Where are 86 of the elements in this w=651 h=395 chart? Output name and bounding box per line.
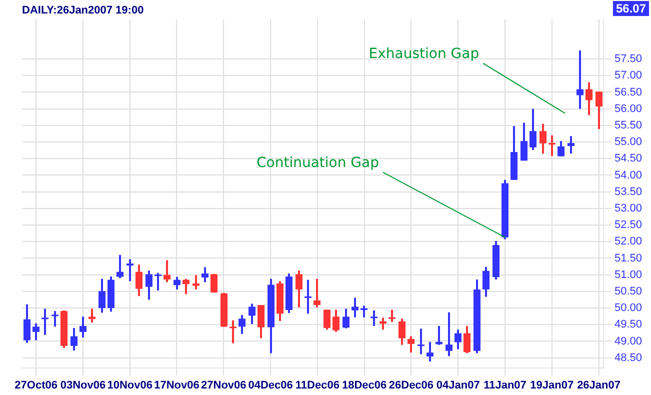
y-tick-label: 54.50 <box>614 152 642 165</box>
text: 56.07 <box>616 1 646 16</box>
candlestick <box>230 319 236 344</box>
candlestick <box>568 135 574 155</box>
candlestick <box>296 270 302 308</box>
candlestick <box>80 316 86 339</box>
y-tick-label: 51.50 <box>614 252 642 264</box>
y-tick-label: 51.00 <box>614 268 642 281</box>
candlestick <box>32 322 40 342</box>
y-tick-label: 52.50 <box>614 219 642 232</box>
annotation: Continuation Gap <box>256 154 380 171</box>
candlestick <box>520 122 528 162</box>
x-tick-label: 04Dec06 <box>248 379 293 392</box>
y-tick-label: 55.00 <box>614 136 642 148</box>
y-tick-label: 54.00 <box>614 169 642 182</box>
x-tick-label: 03Nov06 <box>60 379 106 392</box>
candlestick <box>540 122 546 155</box>
candlestick <box>258 304 264 340</box>
candlestick <box>324 308 330 331</box>
candlestick <box>360 304 368 318</box>
candlestick <box>52 310 58 328</box>
y-tick-label: 55.50 <box>614 119 642 132</box>
y-tick-label: 50.50 <box>614 285 642 298</box>
candlestick <box>370 309 378 327</box>
candlestick <box>210 272 218 294</box>
x-tick-label: 26Jan07 <box>577 379 621 392</box>
candlestick <box>530 108 536 152</box>
candlestick <box>70 326 78 352</box>
x-tick-label: 10Nov06 <box>107 379 152 392</box>
candlestick <box>146 270 152 301</box>
candlestick <box>304 278 312 315</box>
x-tick-label: 18Dec06 <box>342 379 387 392</box>
y-tick-label: 50.00 <box>614 302 642 314</box>
candlestick <box>408 335 414 354</box>
y-tick-label: 53.50 <box>614 186 642 198</box>
candlestick <box>42 308 48 336</box>
candlestick <box>426 340 434 362</box>
x-tick-label: 27Oct06 <box>14 379 58 392</box>
y-tick-label: 56.00 <box>614 102 642 115</box>
candlestick <box>24 303 30 344</box>
candlestick <box>454 328 462 350</box>
candlestick <box>446 311 452 358</box>
x-tick-label: 19Jan07 <box>530 379 574 392</box>
candlestick <box>154 272 162 292</box>
candlestick <box>126 258 134 282</box>
x-tick-label: 11Jan07 <box>484 379 526 392</box>
candlestick <box>164 259 170 284</box>
x-tick-label: 11Dec06 <box>295 379 340 392</box>
x-tick-label: 04Jan07 <box>436 379 480 392</box>
x-tick-label: 17Nov06 <box>154 379 200 392</box>
candlestick <box>136 264 142 298</box>
y-tick-label: 48.50 <box>614 352 642 364</box>
candlestick <box>314 278 320 308</box>
candlestick <box>238 314 246 335</box>
candlestick <box>88 308 96 324</box>
x-tick-label: 27Nov06 <box>201 379 246 392</box>
candlestick <box>596 90 602 130</box>
candlestick <box>248 302 256 325</box>
candlestick <box>398 318 406 346</box>
candlestick <box>98 278 106 314</box>
y-tick-label: 52.00 <box>614 236 642 248</box>
candlestick <box>342 308 350 330</box>
candlestick <box>558 140 564 158</box>
candlestick <box>202 266 208 284</box>
candlestick <box>388 308 396 323</box>
candlestick <box>586 81 592 116</box>
candlestick <box>418 328 424 356</box>
y-tick-label: 49.00 <box>614 335 642 348</box>
candlestick <box>332 308 340 333</box>
y-tick-label: 56.50 <box>614 86 642 98</box>
candlestick <box>464 324 470 354</box>
y-tick-label: 57.00 <box>614 70 642 82</box>
candlestick <box>482 266 490 298</box>
chart-title: DAILY:26Jan2007 19:00 <box>22 4 144 17</box>
y-tick-label: 57.50 <box>614 53 642 66</box>
candlestick <box>192 274 200 290</box>
annotation: Exhaustion Gap <box>368 46 480 62</box>
y-tick-label: 49.50 <box>614 318 642 331</box>
candlestick <box>352 296 358 318</box>
candlestick <box>576 49 584 110</box>
candlestick <box>182 278 190 296</box>
y-tick-label: 53.00 <box>614 202 642 214</box>
x-tick-label: 26Dec06 <box>388 379 434 392</box>
candlestick <box>174 276 180 290</box>
candlestick <box>548 134 556 157</box>
candlestick <box>116 254 124 280</box>
